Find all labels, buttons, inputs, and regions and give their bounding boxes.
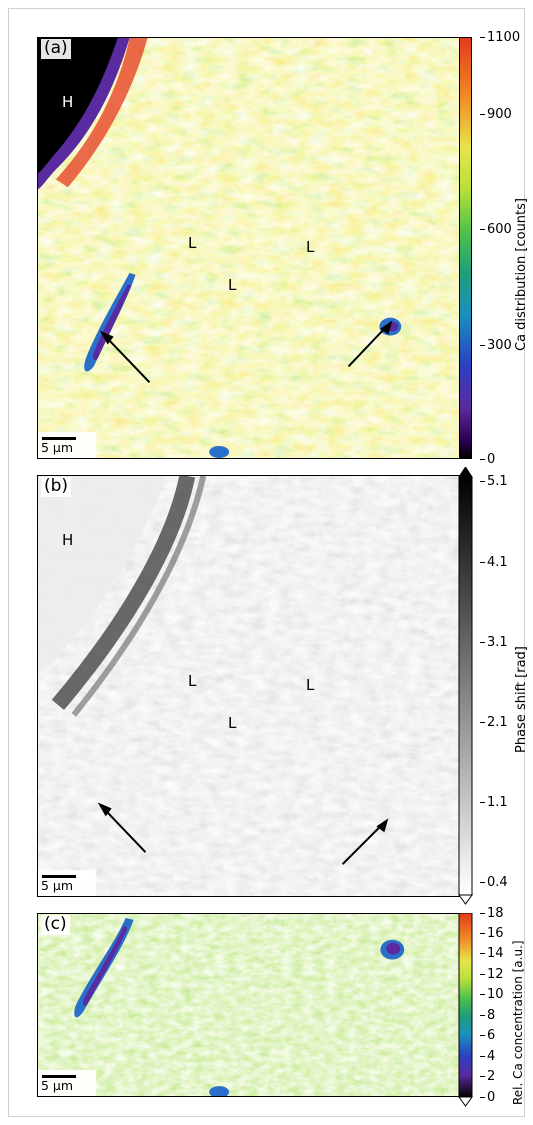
colorbar-rel-ca-concentration [458,913,473,1107]
region-label-h: H [62,93,74,111]
colorbar-tick: 2.1 [480,715,508,730]
colorbar-phase-shift [458,467,473,905]
colorbar-tick: 10 [480,987,504,1002]
region-label-l: L [306,676,315,694]
phase-shift-map [38,476,460,896]
colorbar-tick: 300 [480,338,512,353]
ca-distribution-map [38,38,460,458]
colorbar-tick: 1.1 [480,795,508,810]
panel-b-image: (b) H L L L 5 µm [37,475,461,897]
region-label-l: L [228,714,237,732]
colorbar-tick: 0 [479,1090,496,1105]
scale-bar-line [42,875,76,878]
colorbar-tick: 6 [479,1028,496,1043]
panel-b-label: (b) [41,477,72,497]
scale-bar: 5 µm [38,870,96,896]
colorbar-tick: 4 [479,1049,496,1064]
colorbar-tick: 900 [480,107,512,122]
scale-bar: 5 µm [38,432,96,458]
region-label-l: L [306,238,315,256]
scale-bar: 5 µm [38,1070,96,1096]
scale-bar-label: 5 µm [41,440,74,455]
colorbar-title: Ca distribution [counts] [514,198,529,351]
colorbar-tick: 1100 [479,30,521,45]
colorbar-tick: 8 [479,1008,496,1023]
colorbar-tick: 18 [480,906,504,921]
colorbar-tick: 3.1 [480,635,508,650]
panel-a-image: (a) H L L L 5 µm [37,37,461,459]
panel-c-image: (c) 5 µm [37,913,461,1097]
panel-c-label: (c) [41,915,70,935]
colorbar-tick: 600 [480,222,512,237]
colorbar-tick: 16 [480,926,504,941]
colorbar-ca-distribution [459,37,472,459]
colorbar-title: Rel. Ca concentration [a.u.] [511,940,525,1105]
colorbar-tick: 12 [480,967,504,982]
panel-a-label: (a) [41,39,71,59]
scale-bar-label: 5 µm [41,1078,74,1093]
colorbar-tick: 0 [479,452,496,467]
scale-bar-label: 5 µm [41,878,74,893]
region-label-h: H [62,531,74,549]
region-label-l: L [228,276,237,294]
colorbar-tick: 2 [479,1069,496,1084]
colorbar-tick: 5.1 [480,474,508,489]
region-label-l: L [188,672,197,690]
rel-ca-concentration-map [38,914,460,1096]
figure-frame: (a) H L L L 5 µm 1100 900 600 300 0 Ca d… [8,8,529,1117]
colorbar-title: Phase shift [rad] [514,646,529,753]
scale-bar-line [42,1075,76,1078]
scale-bar-line [42,437,76,440]
region-label-l: L [188,234,197,252]
colorbar-tick: 0.4 [480,875,508,890]
colorbar-tick: 14 [480,946,504,961]
colorbar-tick: 4.1 [480,555,508,570]
